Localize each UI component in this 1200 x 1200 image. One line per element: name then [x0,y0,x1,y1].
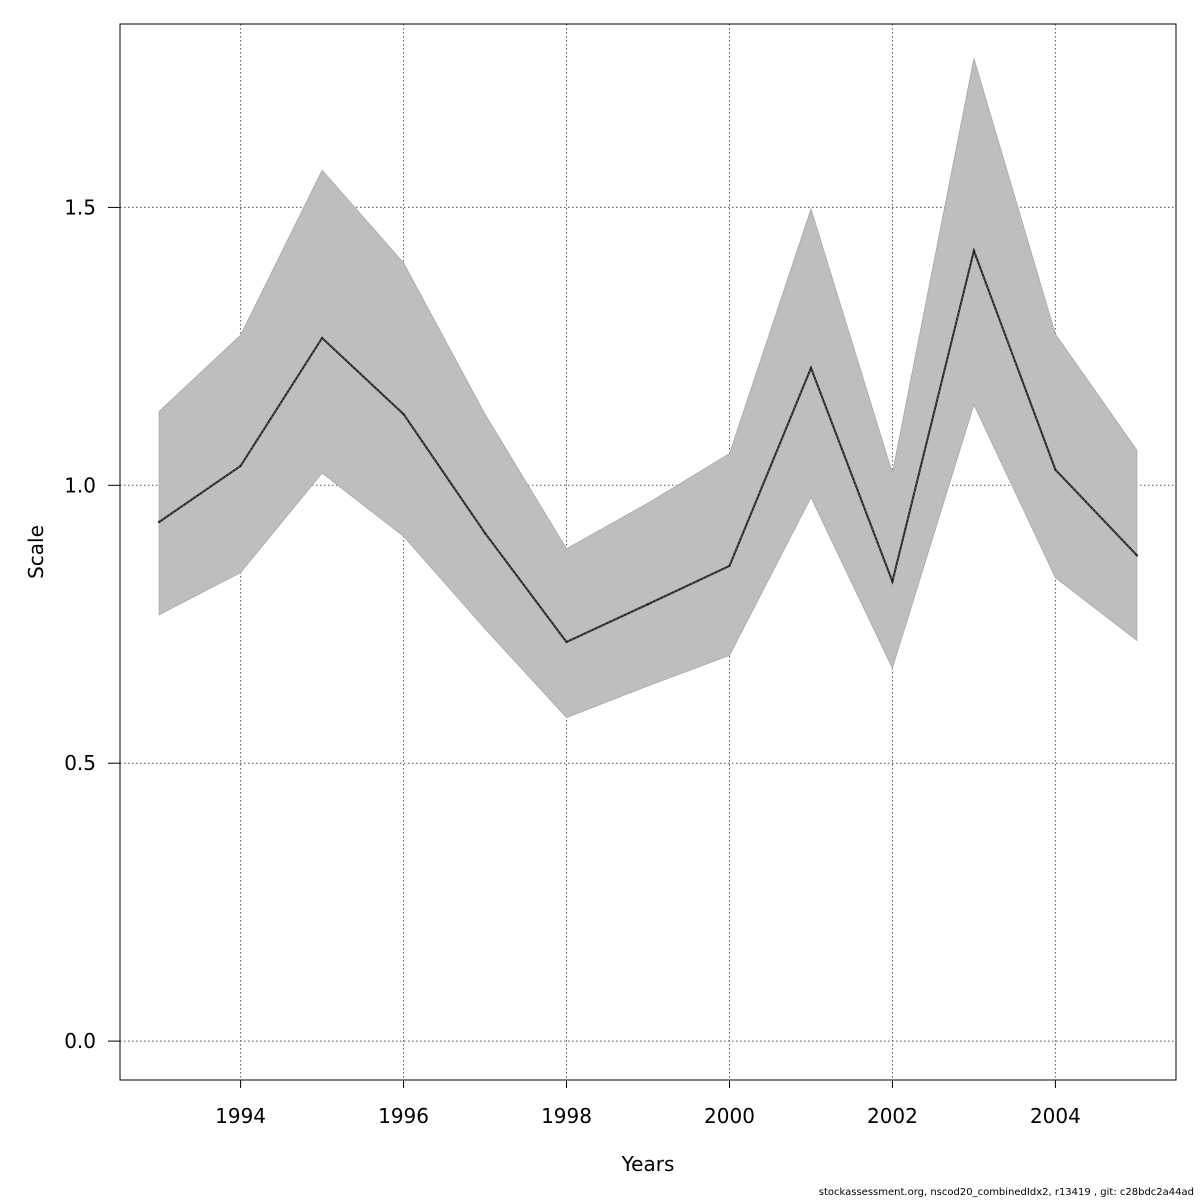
y-tick-label: 1.0 [64,473,96,497]
y-tick-label: 0.0 [64,1029,96,1053]
y-tick-label: 1.5 [64,195,96,219]
data-point [157,520,161,524]
data-point [402,412,405,416]
confidence-band [158,58,1138,719]
data-point [972,249,976,252]
x-tick-label: 2002 [867,1104,918,1128]
data-point [239,464,242,468]
data-point [646,603,650,606]
data-point [809,366,813,370]
series-line-layer [157,247,1139,644]
y-tick-label: 0.5 [64,751,96,775]
y-axis-title: Scale [24,525,48,579]
x-tick-label: 2000 [704,1104,755,1128]
footer-credit: stockassessment.org, nscod20_combinedIdx… [818,1187,1194,1198]
plot-frame [119,23,1177,1081]
data-point [565,640,568,644]
data-point [483,531,487,535]
x-axis-title: Years [621,1152,675,1176]
data-point [1054,468,1057,471]
data-point [891,580,894,583]
data-point [1135,554,1139,557]
confidence-band-layer [158,58,1138,719]
axis-layer: 1994 1996 1998 2000 2002 2004 0.0 0.5 1.0 1.5 [64,195,1081,1128]
x-tick-label: 1994 [215,1104,266,1128]
x-tick-label: 1998 [541,1104,592,1128]
data-point [320,336,324,340]
x-tick-label: 1996 [378,1104,429,1128]
data-point [728,564,731,568]
x-tick-label: 2004 [1030,1104,1081,1128]
